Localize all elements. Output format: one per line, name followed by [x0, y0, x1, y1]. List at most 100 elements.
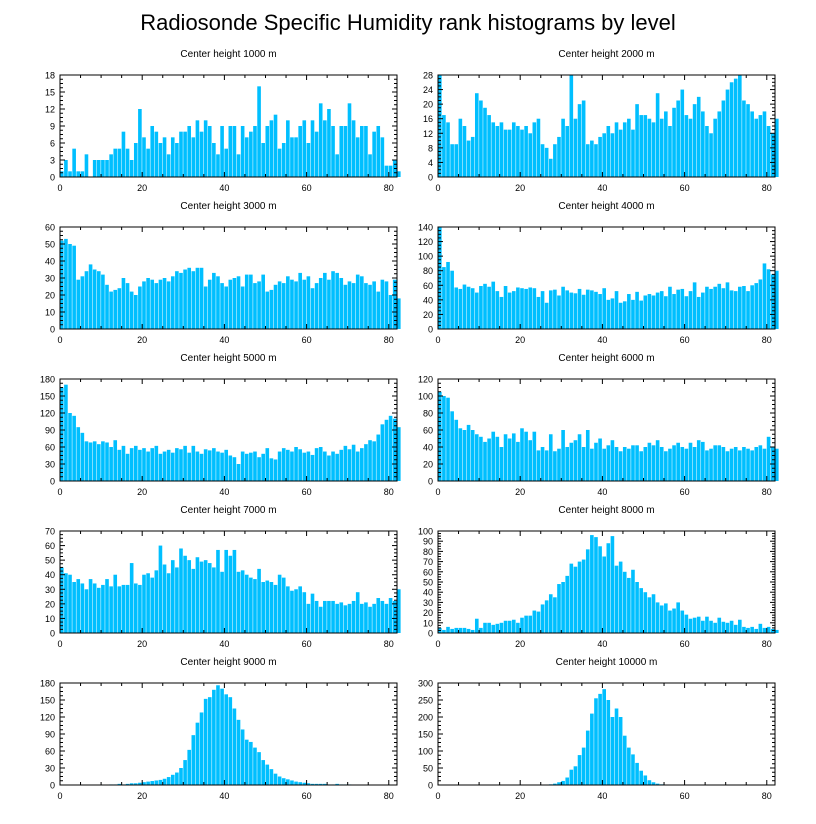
histogram-bar: [627, 118, 631, 177]
histogram-bar: [553, 289, 557, 329]
histogram-bar: [306, 783, 311, 785]
histogram-bar: [253, 451, 257, 481]
x-tick-label: 60: [302, 639, 312, 649]
histogram-bar: [470, 288, 475, 329]
histogram-bar: [133, 295, 138, 329]
histogram-bar: [659, 118, 664, 177]
histogram-bar: [269, 769, 274, 785]
histogram-bar: [228, 697, 233, 785]
histogram-bar: [573, 293, 578, 329]
histogram-bar: [466, 424, 471, 481]
x-tick-label: 0: [57, 487, 62, 497]
histogram-bar: [129, 448, 134, 481]
histogram-bar: [191, 445, 196, 481]
histogram-panel: Center height 5000 m 0 30 60 90 120 150 180 0 20 4…: [40, 353, 401, 497]
histogram-bar: [179, 131, 183, 177]
x-tick-label: 60: [680, 791, 690, 801]
histogram-bar: [450, 628, 454, 633]
histogram-bar: [725, 451, 730, 481]
histogram-bar: [536, 118, 541, 177]
histogram-bar: [680, 610, 685, 633]
histogram-bar: [442, 629, 446, 633]
histogram-bar: [701, 292, 705, 329]
histogram-bar: [121, 584, 126, 633]
histogram-bar: [101, 274, 105, 329]
histogram-bar: [766, 269, 771, 329]
histogram-bar: [277, 574, 282, 633]
histogram-bar: [96, 271, 101, 329]
histogram-bar: [384, 281, 389, 329]
x-tick-label: 60: [680, 639, 690, 649]
y-tick-label: 40: [45, 257, 55, 267]
histogram-bar: [170, 452, 175, 481]
histogram-bar: [154, 283, 159, 329]
histogram-bar: [483, 107, 487, 177]
histogram-bar: [397, 171, 401, 177]
histogram-bar: [742, 626, 746, 633]
histogram-bar: [684, 296, 689, 329]
histogram-bar: [680, 447, 685, 481]
histogram-bar: [721, 288, 726, 329]
histogram-panel: Center height 2000 m 0 4 8 12 16 20 24 28 0 20 40 60…: [423, 49, 779, 193]
histogram-bar: [676, 442, 680, 481]
histogram-bar: [717, 617, 722, 633]
histogram-bar: [335, 453, 339, 481]
histogram-bar: [766, 626, 771, 633]
histogram-bar: [548, 594, 553, 633]
histogram-bar: [495, 291, 500, 329]
histogram-bar: [232, 278, 237, 329]
histogram-bar: [717, 445, 722, 481]
histogram-bar: [72, 582, 76, 633]
y-tick-label: 0: [428, 325, 433, 335]
y-tick-label: 80: [423, 409, 433, 419]
histogram-bar: [166, 573, 171, 633]
histogram-bar: [602, 689, 606, 785]
histogram-bar: [269, 120, 274, 177]
histogram-bar: [265, 126, 270, 177]
histogram-bar: [195, 557, 200, 633]
histogram-bar: [499, 622, 504, 633]
histogram-bar: [511, 291, 516, 329]
histogram-bar: [561, 118, 565, 177]
panel-title: Center height 3000 m: [180, 201, 276, 212]
histogram-bar: [569, 75, 574, 177]
histogram-bar: [557, 448, 561, 481]
histogram-bar: [257, 457, 261, 481]
histogram-bar: [742, 100, 746, 177]
y-tick-label: 20: [423, 460, 433, 470]
x-tick-label: 40: [597, 639, 607, 649]
panel-title: Center height 5000 m: [180, 353, 276, 364]
histogram-bar: [199, 453, 204, 481]
histogram-bar: [331, 271, 335, 329]
histogram-bar: [88, 579, 93, 633]
histogram-bar: [318, 783, 323, 785]
y-tick-label: 120: [418, 237, 433, 247]
histogram-bar: [450, 144, 454, 177]
histogram-bar: [606, 126, 611, 177]
histogram-bar: [335, 783, 339, 785]
x-tick-label: 80: [384, 487, 394, 497]
histogram-bar: [392, 600, 397, 633]
histogram-bar: [158, 779, 163, 785]
histogram-bar: [162, 778, 167, 785]
histogram-bar: [207, 697, 212, 785]
histogram-bar: [577, 104, 582, 177]
histogram-bar: [709, 133, 713, 177]
histogram-bar: [109, 586, 113, 633]
histogram-bar: [216, 451, 220, 481]
histogram-bar: [544, 600, 549, 633]
histogram-bar: [355, 274, 360, 329]
histogram-bar: [253, 283, 257, 329]
histogram-bar: [203, 560, 208, 633]
histogram-bar: [88, 442, 93, 481]
histogram-bar: [150, 781, 155, 785]
histogram-bar: [483, 622, 487, 633]
y-tick-label: 120: [40, 713, 55, 723]
x-tick-label: 0: [57, 335, 62, 345]
histogram-bar: [524, 615, 528, 633]
x-tick-label: 0: [435, 335, 440, 345]
histogram-bar: [577, 288, 582, 329]
histogram-bar: [758, 115, 763, 177]
histogram-bar: [335, 154, 339, 177]
histogram-bar: [72, 148, 76, 177]
